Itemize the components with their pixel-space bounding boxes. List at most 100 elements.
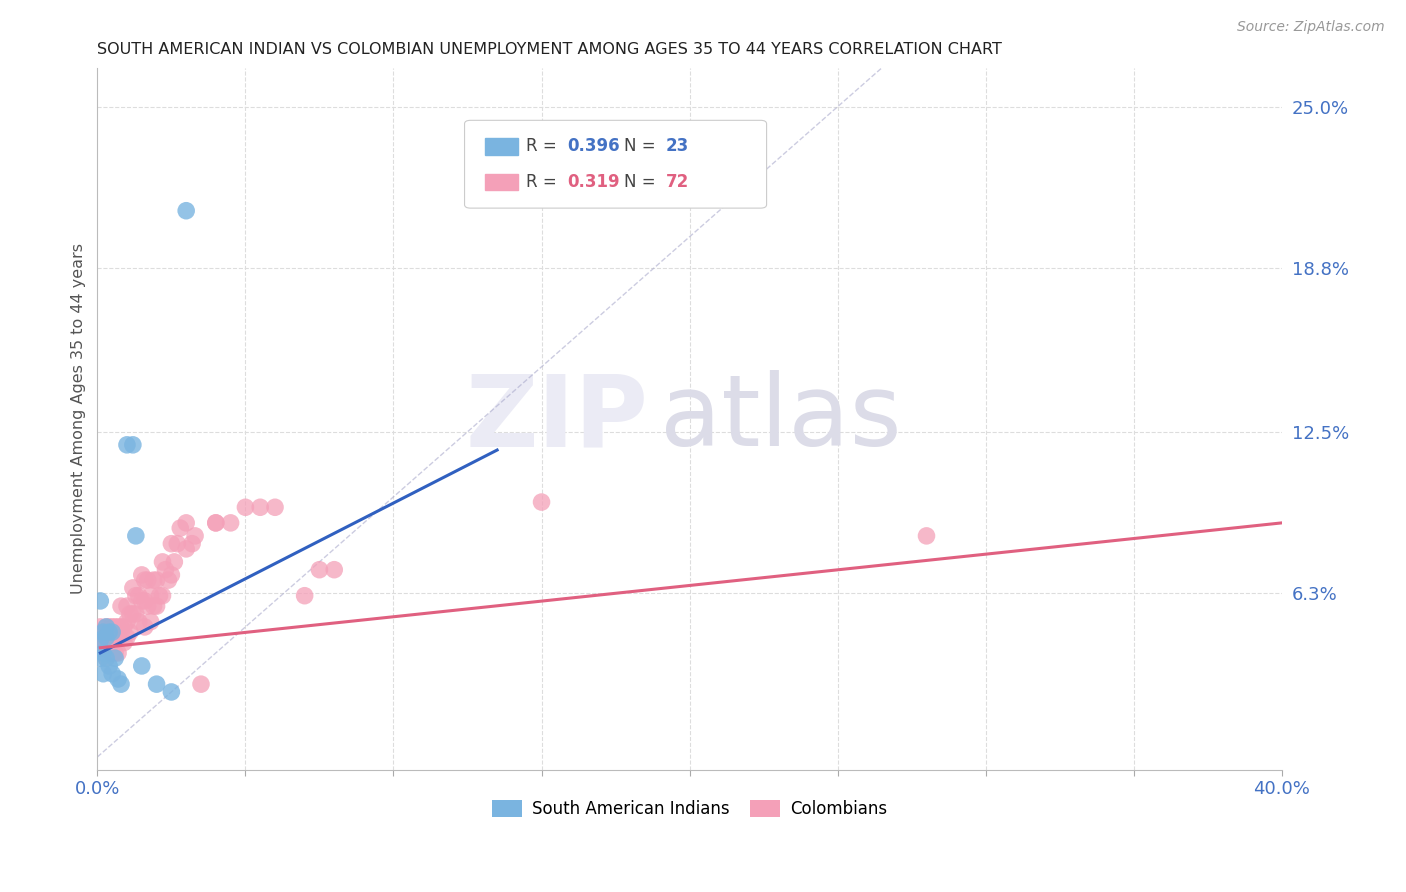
Point — [181, 537, 204, 551]
Point — [101, 646, 124, 660]
Point — [308, 563, 330, 577]
Text: N =: N = — [624, 137, 661, 155]
Text: 0.396: 0.396 — [568, 137, 620, 155]
Point — [107, 620, 129, 634]
Point — [101, 630, 124, 644]
Point — [915, 529, 938, 543]
Point — [101, 625, 124, 640]
Point — [155, 563, 177, 577]
Point — [115, 438, 138, 452]
Point — [91, 646, 114, 660]
Point — [104, 651, 127, 665]
Text: R =: R = — [526, 137, 562, 155]
Point — [122, 607, 145, 621]
Point — [145, 677, 167, 691]
Point — [96, 620, 118, 634]
Point — [96, 630, 118, 644]
Point — [160, 568, 183, 582]
Text: SOUTH AMERICAN INDIAN VS COLOMBIAN UNEMPLOYMENT AMONG AGES 35 TO 44 YEARS CORREL: SOUTH AMERICAN INDIAN VS COLOMBIAN UNEMP… — [97, 42, 1002, 57]
Bar — [485, 138, 517, 155]
Point — [294, 589, 316, 603]
Point — [104, 620, 127, 634]
Point — [148, 589, 170, 603]
Point — [323, 563, 346, 577]
Text: 0.319: 0.319 — [568, 173, 620, 191]
Point — [89, 640, 111, 655]
Point — [152, 589, 174, 603]
Y-axis label: Unemployment Among Ages 35 to 44 years: Unemployment Among Ages 35 to 44 years — [72, 244, 86, 594]
Point — [160, 537, 183, 551]
Text: N =: N = — [624, 173, 661, 191]
Point — [264, 500, 287, 515]
Point — [112, 620, 135, 634]
Point — [91, 625, 114, 640]
Point — [530, 495, 553, 509]
Point — [163, 555, 186, 569]
Text: atlas: atlas — [659, 370, 901, 467]
Point — [204, 516, 226, 530]
Point — [136, 573, 159, 587]
Point — [115, 615, 138, 629]
Point — [98, 635, 121, 649]
Point — [174, 516, 197, 530]
Point — [139, 589, 162, 603]
Point — [101, 666, 124, 681]
Point — [91, 625, 114, 640]
Point — [91, 666, 114, 681]
Point — [118, 607, 141, 621]
Point — [96, 651, 118, 665]
Point — [98, 620, 121, 634]
Point — [174, 541, 197, 556]
Point — [152, 555, 174, 569]
Text: R =: R = — [526, 173, 562, 191]
Point — [104, 646, 127, 660]
Point — [166, 537, 188, 551]
Bar — [485, 174, 517, 190]
Point — [107, 672, 129, 686]
Point — [131, 659, 153, 673]
Point — [157, 573, 180, 587]
Point — [104, 630, 127, 644]
Point — [249, 500, 271, 515]
Point — [190, 677, 212, 691]
Point — [115, 630, 138, 644]
Point — [96, 630, 118, 644]
Point — [184, 529, 207, 543]
Point — [235, 500, 257, 515]
Point — [131, 594, 153, 608]
Point — [98, 659, 121, 673]
Point — [139, 615, 162, 629]
Point — [91, 640, 114, 655]
Point — [122, 581, 145, 595]
Point — [128, 589, 150, 603]
Point — [89, 651, 111, 665]
Point — [89, 594, 111, 608]
Point — [125, 589, 148, 603]
Point — [110, 677, 132, 691]
Point — [136, 599, 159, 614]
Point — [107, 646, 129, 660]
Text: ZIP: ZIP — [465, 370, 648, 467]
Text: Source: ZipAtlas.com: Source: ZipAtlas.com — [1237, 20, 1385, 34]
FancyBboxPatch shape — [464, 120, 766, 208]
Point — [134, 620, 156, 634]
Point — [145, 599, 167, 614]
Point — [134, 573, 156, 587]
Point — [101, 620, 124, 634]
Point — [134, 594, 156, 608]
Point — [110, 599, 132, 614]
Point — [98, 625, 121, 640]
Point — [110, 620, 132, 634]
Point — [145, 573, 167, 587]
Text: 72: 72 — [666, 173, 689, 191]
Point — [89, 620, 111, 634]
Point — [122, 438, 145, 452]
Point — [131, 568, 153, 582]
Point — [160, 685, 183, 699]
Point — [96, 651, 118, 665]
Point — [169, 521, 191, 535]
Point — [89, 632, 111, 647]
Point — [128, 615, 150, 629]
Point — [112, 635, 135, 649]
Point — [125, 607, 148, 621]
